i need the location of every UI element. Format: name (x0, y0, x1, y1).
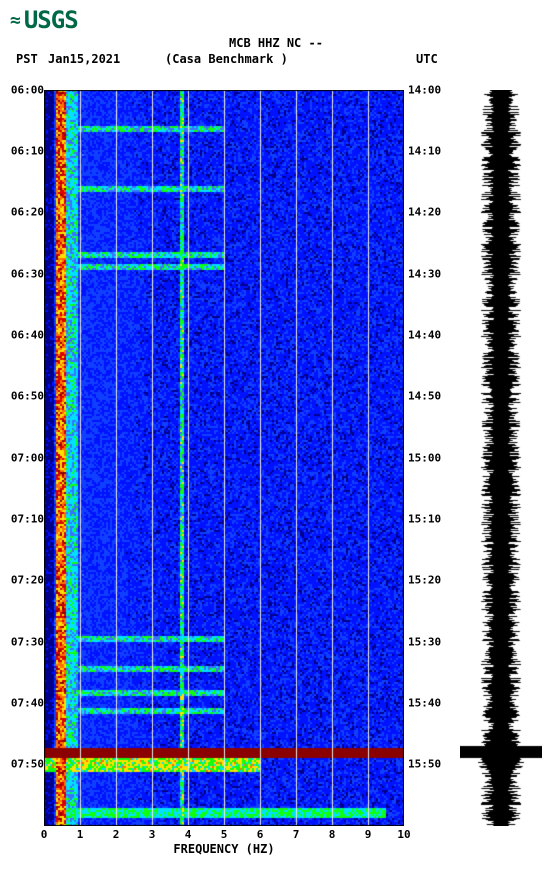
pst-tick: 07:20 (4, 574, 44, 587)
waveform-plot (460, 90, 542, 826)
utc-tick: 15:50 (408, 758, 448, 771)
x-axis-label: FREQUENCY (HZ) (44, 842, 404, 856)
utc-tick: 15:30 (408, 636, 448, 649)
freq-tick: 0 (41, 828, 48, 841)
usgs-logo: ≈ USGS (10, 6, 78, 34)
pst-tick: 07:00 (4, 452, 44, 465)
logo-wave-icon: ≈ (10, 10, 21, 31)
utc-tick: 15:10 (408, 513, 448, 526)
station-title: MCB HHZ NC -- (0, 36, 552, 50)
pst-tick: 07:50 (4, 758, 44, 771)
utc-tick: 14:50 (408, 390, 448, 403)
pst-tick: 06:30 (4, 268, 44, 281)
utc-tick: 15:00 (408, 452, 448, 465)
freq-tick: 9 (365, 828, 372, 841)
freq-tick: 1 (77, 828, 84, 841)
utc-tick: 15:20 (408, 574, 448, 587)
utc-tick: 14:20 (408, 206, 448, 219)
freq-tick: 5 (221, 828, 228, 841)
tz-right-label: UTC (416, 52, 438, 66)
pst-tick: 07:40 (4, 697, 44, 710)
utc-tick: 14:40 (408, 329, 448, 342)
pst-tick: 06:40 (4, 329, 44, 342)
page-root: ≈ USGS MCB HHZ NC -- PST Jan15,2021 (Cas… (0, 0, 552, 893)
freq-tick: 6 (257, 828, 264, 841)
utc-tick: 14:10 (408, 145, 448, 158)
pst-tick: 06:00 (4, 84, 44, 97)
freq-tick: 3 (149, 828, 156, 841)
freq-tick: 7 (293, 828, 300, 841)
freq-tick: 2 (113, 828, 120, 841)
utc-tick: 14:30 (408, 268, 448, 281)
pst-tick: 07:10 (4, 513, 44, 526)
pst-tick: 06:20 (4, 206, 44, 219)
date-label: Jan15,2021 (48, 52, 120, 66)
freq-tick: 8 (329, 828, 336, 841)
location-label: (Casa Benchmark ) (165, 52, 288, 66)
pst-tick: 06:10 (4, 145, 44, 158)
utc-tick: 14:00 (408, 84, 448, 97)
pst-tick: 06:50 (4, 390, 44, 403)
waveform-canvas (460, 90, 542, 826)
freq-tick: 10 (397, 828, 410, 841)
logo-text: USGS (24, 6, 78, 34)
tz-left-label: PST (16, 52, 38, 66)
pst-tick: 07:30 (4, 636, 44, 649)
utc-tick: 15:40 (408, 697, 448, 710)
freq-tick: 4 (185, 828, 192, 841)
spectrogram-canvas (44, 90, 404, 826)
spectrogram-plot (44, 90, 404, 826)
